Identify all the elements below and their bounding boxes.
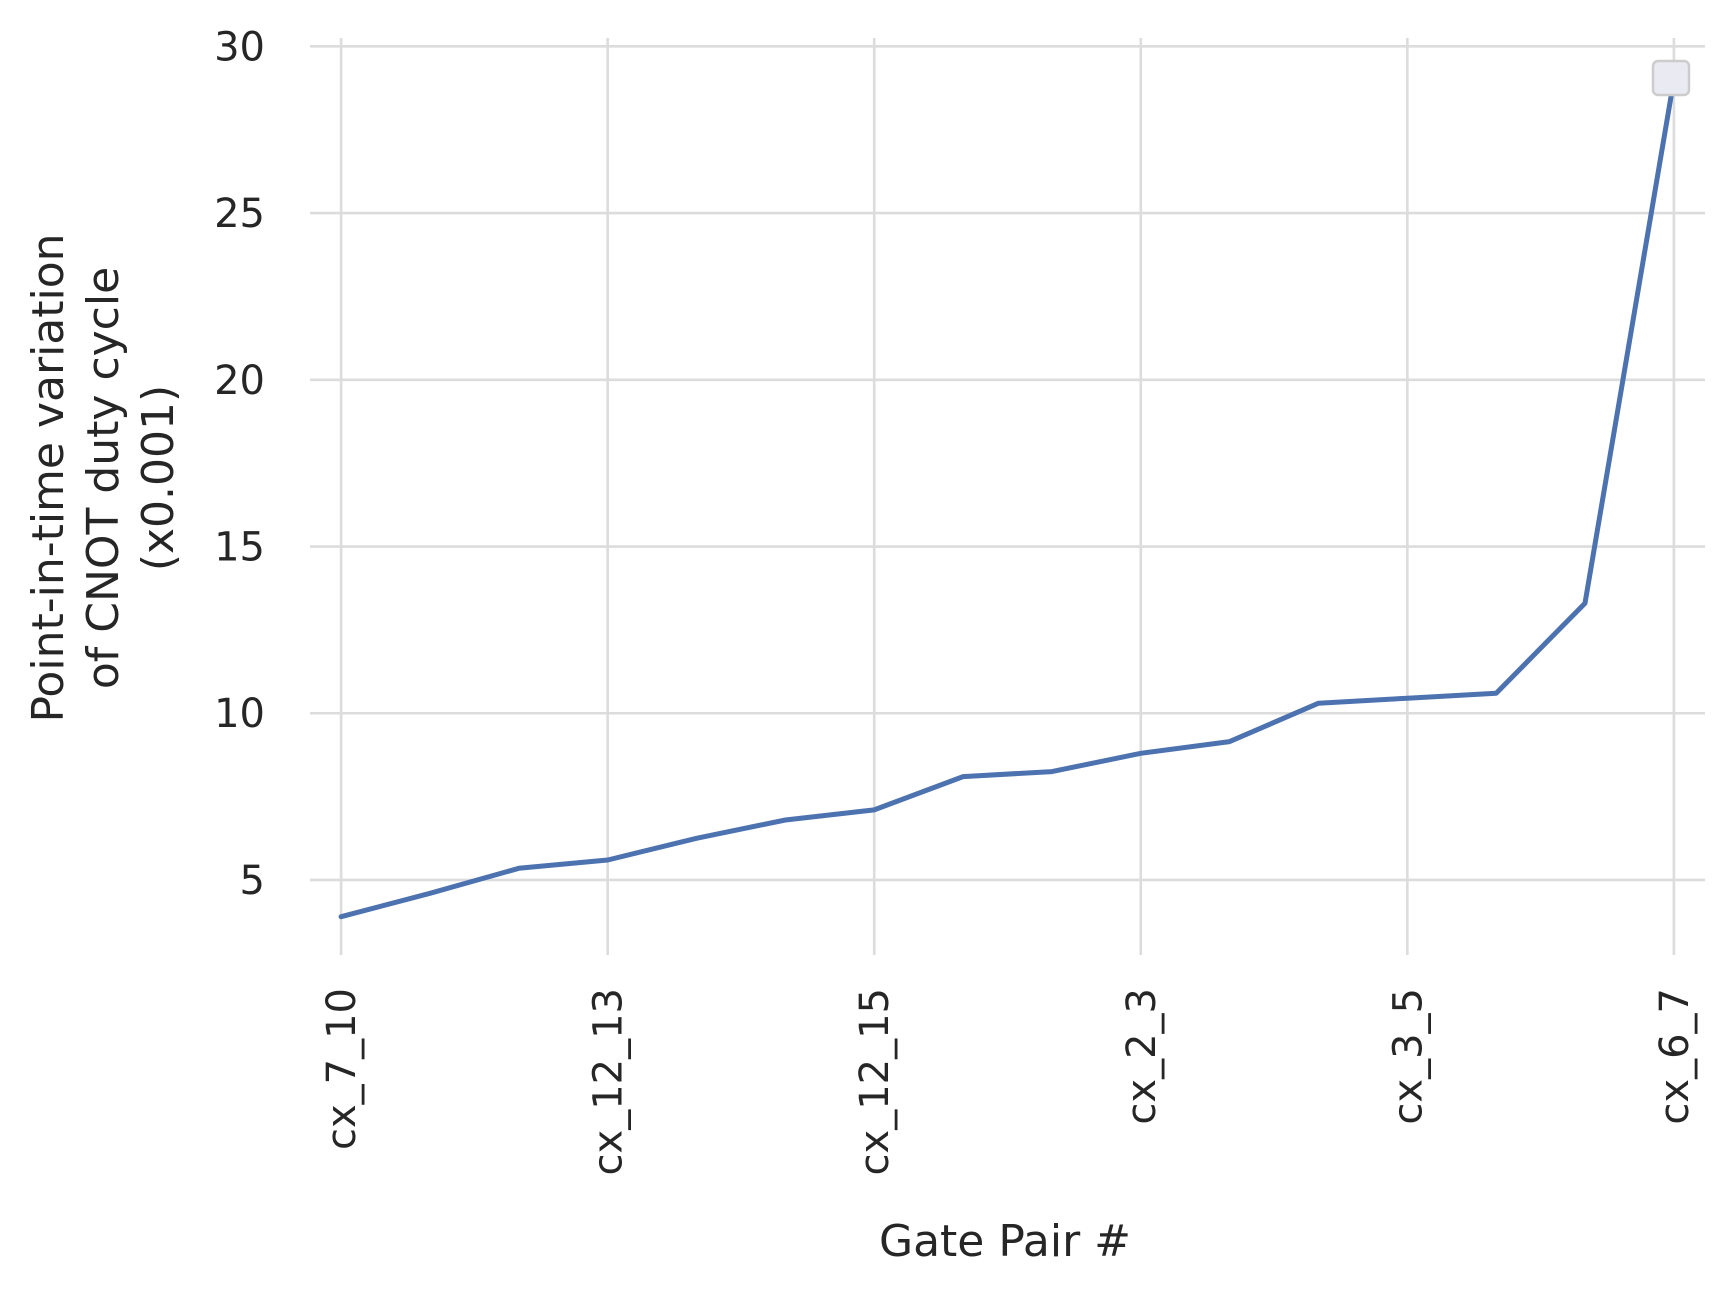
y-gridlines xyxy=(310,45,1705,882)
y-tick-label: 15 xyxy=(214,525,265,571)
x-tick-label: cx_12_15 xyxy=(852,988,898,1175)
x-tick-label: cx_12_13 xyxy=(586,988,632,1175)
x-tick-label: cx_2_3 xyxy=(1119,988,1165,1125)
legend-box xyxy=(1651,59,1691,97)
series-layer xyxy=(338,77,1677,920)
x-axis-title: Gate Pair # xyxy=(879,1216,1131,1267)
x-tick-labels: cx_7_10 cx_12_13 cx_12_15 cx_2_3 cx_3_5 cx_6_… xyxy=(319,988,1698,1175)
x-tick-label: cx_3_5 xyxy=(1385,988,1431,1125)
y-tick-label: 20 xyxy=(214,358,265,404)
y-tick-labels: 5 10 15 20 25 30 xyxy=(214,24,265,904)
y-tick-label: 30 xyxy=(214,24,265,70)
y-axis-title-line-2: of CNOT duty cycle xyxy=(78,267,129,689)
x-gridlines xyxy=(339,38,1676,955)
y-tick-label: 10 xyxy=(214,691,265,737)
x-tick-label: cx_7_10 xyxy=(319,988,365,1150)
y-tick-label: 25 xyxy=(214,191,265,237)
y-axis-title-line-3: (x0.001) xyxy=(133,385,184,571)
y-tick-label: 5 xyxy=(240,858,265,904)
y-axis-title-line-1: Point-in-time variation xyxy=(23,233,74,722)
x-tick-label: cx_6_7 xyxy=(1652,988,1698,1125)
y-axis-title: Point-in-time variation of CNOT duty cyc… xyxy=(23,233,184,722)
series-line xyxy=(338,77,1677,920)
